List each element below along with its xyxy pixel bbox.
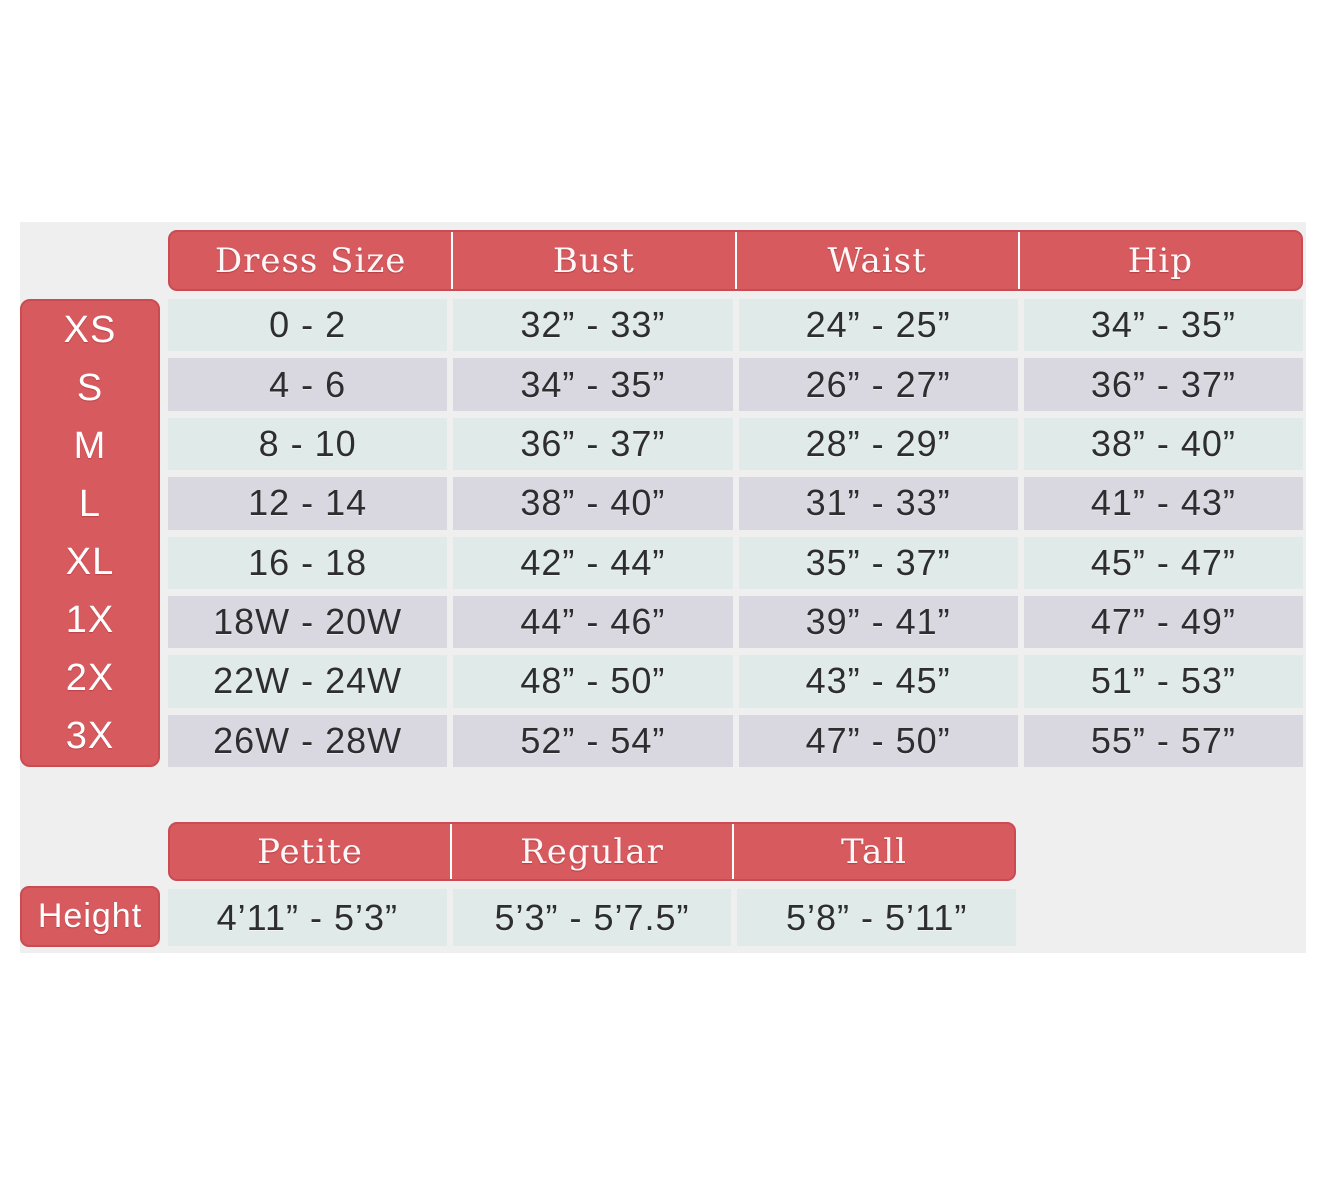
size-cell: 44” - 46” <box>453 595 733 649</box>
row-label-3x: 3X <box>65 714 115 757</box>
height-table-body: 4’11” - 5’3” 5’3” - 5’7.5” 5’8” - 5’11” <box>168 889 1016 946</box>
size-cell: 16 - 18 <box>168 536 448 589</box>
size-cell: 36” - 37” <box>1023 358 1303 411</box>
size-cell: 41” - 43” <box>1023 477 1303 530</box>
size-cell: 12 - 14 <box>168 477 448 530</box>
size-cell: 51” - 53” <box>1023 655 1303 708</box>
size-table-header-row: Dress Size Bust Waist Hip <box>168 230 1303 291</box>
column-header-waist: Waist <box>734 232 1018 289</box>
height-table-header-row: Petite Regular Tall <box>168 822 1016 881</box>
row-label-s: S <box>76 366 104 409</box>
size-cell: 4 - 6 <box>168 358 448 411</box>
row-label-m: M <box>73 424 107 467</box>
size-cell: 22W - 24W <box>168 655 448 708</box>
size-cell: 24” - 25” <box>738 299 1018 352</box>
size-cell: 55” - 57” <box>1023 714 1303 767</box>
size-cell: 47” - 49” <box>1023 595 1303 649</box>
row-label-l: L <box>78 482 102 525</box>
size-cell: 47” - 50” <box>738 714 1018 767</box>
column-header-dress-size: Dress Size <box>214 240 407 281</box>
size-cell: 26” - 27” <box>738 358 1018 411</box>
size-cell: 32” - 33” <box>453 299 733 352</box>
size-chart-panel: Dress Size Bust Waist Hip XS S M L XL 1X… <box>20 222 1306 953</box>
row-label-xs: XS <box>63 308 117 351</box>
size-table-body: 0 - 2 32” - 33” 24” - 25” 34” - 35” 4 - … <box>168 299 1303 767</box>
height-cell-regular: 5’3” - 5’7.5” <box>452 889 732 946</box>
size-cell: 52” - 54” <box>453 714 733 767</box>
height-cell-tall: 5’8” - 5’11” <box>737 889 1016 946</box>
row-label-xl: XL <box>65 540 115 583</box>
size-cell: 39” - 41” <box>738 595 1018 649</box>
size-cell: 18W - 20W <box>168 595 448 649</box>
row-label-1x: 1X <box>65 598 115 641</box>
size-cell: 31” - 33” <box>738 477 1018 530</box>
size-cell: 38” - 40” <box>453 477 733 530</box>
column-header-bust: Bust <box>451 232 734 289</box>
column-header-petite: Petite <box>257 831 363 872</box>
size-cell: 43” - 45” <box>738 655 1018 708</box>
size-cell: 42” - 44” <box>453 536 733 589</box>
size-cell: 26W - 28W <box>168 714 448 767</box>
row-label-2x: 2X <box>65 656 115 699</box>
size-cell: 8 - 10 <box>168 417 448 471</box>
height-cell-petite: 4’11” - 5’3” <box>168 889 447 946</box>
size-row-labels: XS S M L XL 1X 2X 3X <box>20 299 160 767</box>
size-cell: 34” - 35” <box>453 358 733 411</box>
column-header-tall: Tall <box>732 824 1014 879</box>
column-header-regular: Regular <box>450 824 732 879</box>
size-cell: 35” - 37” <box>738 536 1018 589</box>
size-cell: 38” - 40” <box>1023 417 1303 471</box>
column-header-hip: Hip <box>1017 232 1301 289</box>
size-cell: 48” - 50” <box>453 655 733 708</box>
height-row-label: Height <box>20 886 160 947</box>
size-cell: 45” - 47” <box>1023 536 1303 589</box>
size-cell: 36” - 37” <box>453 417 733 471</box>
size-cell: 34” - 35” <box>1023 299 1303 352</box>
size-cell: 28” - 29” <box>738 417 1018 471</box>
size-cell: 0 - 2 <box>168 299 448 352</box>
